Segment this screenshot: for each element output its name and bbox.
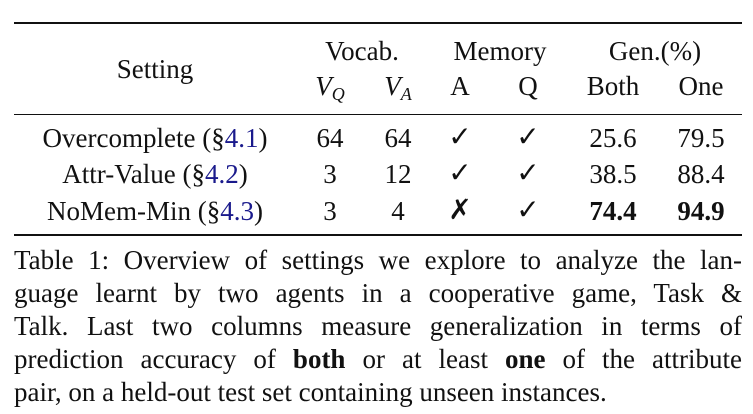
caption-line-4: prediction accuracy of both or at least … bbox=[14, 344, 742, 374]
row1-setting: Overcomplete (§4.1) bbox=[42, 123, 268, 153]
bottom-rule bbox=[14, 234, 742, 236]
row3-mem-a-cross-icon: ✗ bbox=[448, 195, 472, 226]
row2-gen-both: 38.5 bbox=[589, 159, 637, 189]
top-rule bbox=[14, 22, 742, 24]
caption-line-5: pair, on a held-out test set containing … bbox=[14, 377, 607, 407]
mid-rule bbox=[14, 114, 742, 115]
row2-gen-one: 88.4 bbox=[677, 159, 725, 189]
caption-line-3: Talk. Last two columns measure generaliz… bbox=[14, 311, 742, 341]
header-memory: Memory bbox=[453, 36, 547, 66]
row1-gen-one: 79.5 bbox=[677, 123, 725, 153]
caption-line-1: Table 1: Overview of settings we explore… bbox=[14, 245, 742, 275]
row3-vq: 3 bbox=[323, 196, 337, 226]
caption-bold-one: one bbox=[504, 344, 546, 374]
row2-va: 12 bbox=[384, 159, 412, 189]
caption-line-2: guage learnt by two agents in a cooperat… bbox=[14, 278, 742, 308]
row1-gen-both: 25.6 bbox=[589, 123, 637, 153]
header-gen-one: One bbox=[678, 71, 724, 101]
header-setting: Setting bbox=[116, 54, 194, 84]
row3-setting: NoMem-Min (§4.3) bbox=[47, 196, 263, 226]
header-vq: VQ bbox=[315, 71, 345, 104]
row3-gen-both: 74.4 bbox=[589, 196, 637, 226]
row2-ref-link[interactable]: 4.2 bbox=[204, 159, 239, 189]
header-mem-q: Q bbox=[518, 71, 538, 101]
row1-mem-q-check-icon: ✓ bbox=[516, 122, 540, 153]
header-gen: Gen.(%) bbox=[608, 36, 702, 66]
row1-va: 64 bbox=[384, 123, 412, 153]
header-mem-a: A bbox=[450, 71, 470, 101]
row2-mem-q-check-icon: ✓ bbox=[516, 158, 540, 189]
table-caption: Table 1: Overview of settings we explore… bbox=[14, 244, 742, 409]
row3-ref-link[interactable]: 4.3 bbox=[220, 196, 254, 226]
caption-bold-both: both bbox=[292, 344, 346, 374]
header-va: VA bbox=[384, 71, 412, 104]
row1-ref-link[interactable]: 4.1 bbox=[224, 123, 259, 153]
row2-setting: Attr-Value (§4.2) bbox=[62, 159, 248, 189]
header-gen-both: Both bbox=[586, 71, 640, 101]
row3-mem-q-check-icon: ✓ bbox=[516, 195, 540, 226]
row3-gen-one: 94.9 bbox=[677, 196, 725, 226]
row2-vq: 3 bbox=[323, 159, 337, 189]
row2-mem-a-check-icon: ✓ bbox=[448, 158, 472, 189]
header-vocab: Vocab. bbox=[325, 36, 399, 66]
row1-mem-a-check-icon: ✓ bbox=[448, 122, 472, 153]
row3-va: 4 bbox=[391, 196, 405, 226]
row1-vq: 64 bbox=[316, 123, 344, 153]
